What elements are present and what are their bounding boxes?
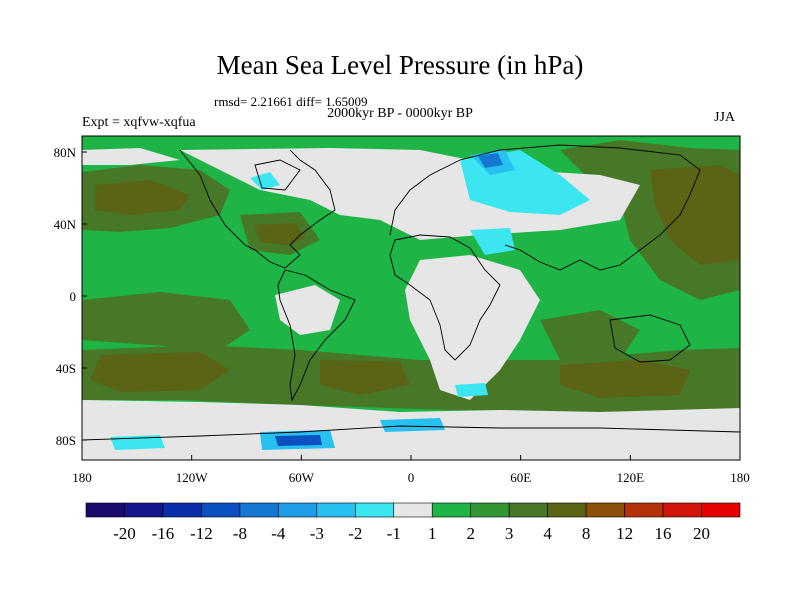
colorbar-label: 20 [693,524,710,543]
coastline-australia [609,314,691,363]
experiment-label: Expt = xqfvw-xqfua [82,115,196,130]
colorbar: -20 -16 -12 -8 -4 -3 -2 -1 1 2 3 4 8 12 16 20 [85,502,741,543]
colorbar-label: -3 [310,524,324,543]
colorbar-label: 3 [505,524,514,543]
colorbar-label: -1 [387,524,401,543]
brown-region-atlantic [255,223,305,245]
brown-region-south-indian [560,360,690,398]
rmsd-diff-stats: rmsd= 2.21661 diff= 1.65009 [214,94,368,109]
brown-region-north-pacific [95,180,190,215]
colorbar-swatch [393,502,433,518]
colorbar-swatch [508,502,548,518]
colorbar-label: 1 [428,524,437,543]
neutral-region-africa [405,255,540,400]
olive-region-south-pacific [82,292,250,350]
coastline-greenland [254,159,301,191]
colorbar-label: 8 [582,524,591,543]
neutral-region-south-america [275,285,340,335]
colorbar-swatch [624,502,664,518]
olive-region-southern-ocean [82,345,740,412]
colorbar-label: 2 [466,524,475,543]
colorbar-swatch [585,502,625,518]
neutral-region-arctic [82,148,180,165]
colorbar-swatch [162,502,202,518]
longitude-axis: 180 120W 60W 0 60E 120E 180 [72,455,750,485]
colorbar-swatch [701,502,741,518]
colorbar-swatch [547,502,587,518]
lat-tick-label: 0 [70,289,77,304]
colorbar-label: -8 [233,524,247,543]
lat-tick-label: 80S [56,433,76,448]
coastline-south-america [277,269,356,402]
colorbar-label: -12 [190,524,213,543]
cyan-region-greenland [250,172,280,190]
colorbar-label: -16 [152,524,175,543]
colorbar-swatch [239,502,279,518]
colorbar-swatch [316,502,356,518]
colorbar-swatch [201,502,241,518]
colorbar-label: -20 [113,524,136,543]
lat-tick-label: 40N [54,217,77,232]
coastline-eurasia [389,144,701,271]
colorbar-swatch [124,502,164,518]
coastline-north-america [179,149,336,269]
blue-region-siberia [478,153,503,168]
lon-tick-label: 120E [617,470,645,485]
cyan-region-middle-east [470,228,515,255]
period-subtitle: 2000kyr BP - 0000kyr BP [327,106,473,121]
lon-tick-label: 120W [176,470,209,485]
coastline-antarctica [81,425,741,441]
cyan-region-south-atlantic [455,383,488,397]
colorbar-label: 4 [543,524,552,543]
lon-tick-label: 60E [510,470,531,485]
colorbar-label: -2 [348,524,362,543]
lat-tick-label: 40S [56,361,76,376]
colorbar-label: 12 [616,524,633,543]
latitude-axis: 80N 40N 0 40S 80S [54,145,87,448]
lon-tick-label: 60W [289,470,315,485]
colorbar-label: -4 [271,524,286,543]
coastlines [81,144,741,441]
lon-tick-label: 180 [72,470,92,485]
colorbar-swatch [85,502,125,518]
colorbar-swatch [662,502,702,518]
lon-tick-label: 0 [408,470,415,485]
lat-tick-label: 80N [54,145,77,160]
dark-blue-region-antarctic [275,435,322,446]
colorbar-swatch [431,502,472,518]
lon-tick-label: 180 [730,470,750,485]
cyan-mid-region-weddell [380,418,445,432]
colorbar-label: 16 [655,524,672,543]
season-label: JJA [714,110,736,125]
brown-region-south-pacific [90,352,230,392]
brown-region-south-atlantic [320,360,410,395]
colorbar-swatch [354,502,395,518]
colorbar-swatch [470,502,510,518]
chart-title: Mean Sea Level Pressure (in hPa) [216,50,584,80]
brown-region-west-pacific [650,165,740,265]
coastline-africa [389,234,501,361]
colorbar-swatch [278,502,318,518]
pressure-anomaly-field [82,136,740,460]
